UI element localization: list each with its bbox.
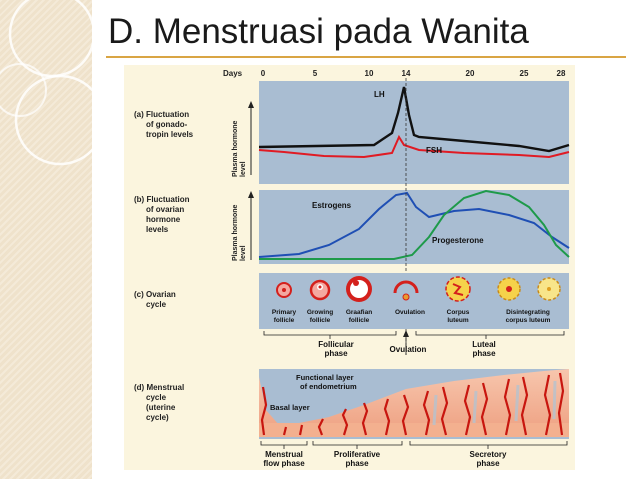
svg-text:phase: phase (324, 349, 348, 358)
primary-follicle-icon (276, 282, 292, 298)
stage-label-ovulation: Ovulation (395, 309, 425, 316)
day-tick-0: 0 (261, 69, 266, 78)
panel-b-y-label: Plasma hormone level (232, 204, 247, 261)
growing-follicle-icon (309, 279, 331, 301)
lh-label: LH (374, 90, 385, 99)
stage-label-corpus-luteum: Corpus (447, 309, 470, 316)
cycle-diagram: Days 0 5 10 14 20 25 28 (a) Fluctuation … (134, 69, 570, 468)
stage-label-primary: Primary (272, 309, 297, 316)
svg-text:cycle): cycle) (146, 413, 169, 422)
svg-text:corpus luteum: corpus luteum (506, 317, 551, 324)
svg-text:of gonado-: of gonado- (146, 120, 188, 129)
panel-b-label: (b) Fluctuation of ovarian hormone level… (134, 195, 190, 234)
day-tick-5: 5 (313, 69, 318, 78)
ovulation-label: Ovulation (390, 345, 427, 354)
panel-b-arrowhead (248, 191, 254, 198)
ovarian-phase-brackets (263, 331, 565, 339)
svg-text:tropin levels: tropin levels (146, 130, 194, 139)
lh-curve (258, 86, 570, 153)
panel-c-label: (c) Ovarian cycle (134, 290, 176, 309)
day-tick-28: 28 (557, 69, 566, 78)
svg-text:flow phase: flow phase (263, 459, 305, 468)
svg-text:of endometrium: of endometrium (300, 382, 357, 391)
stage-label-graafian: Graafian (346, 309, 372, 316)
svg-text:level: level (240, 161, 247, 177)
slide-title: D. Menstruasi pada Wanita (108, 12, 529, 51)
svg-text:Functional layer: Functional layer (296, 373, 354, 382)
svg-text:of ovarian: of ovarian (146, 205, 184, 214)
disintegrating-corpus-luteum-icon-2 (537, 277, 561, 301)
fsh-curve (258, 134, 570, 159)
svg-text:levels: levels (146, 225, 169, 234)
spiral-arteries (260, 372, 565, 436)
svg-text:(b) Fluctuation: (b) Fluctuation (134, 195, 190, 204)
luteal-phase-label: Luteal (472, 340, 496, 349)
progesterone-curve (259, 189, 570, 260)
svg-text:phase: phase (476, 459, 500, 468)
follicular-phase-label: Follicular (318, 340, 354, 349)
functional-layer-annotation: Functional layer of endometrium (296, 373, 357, 391)
svg-text:Plasma hormone: Plasma hormone (232, 204, 239, 261)
svg-text:(a) Fluctuation: (a) Fluctuation (134, 110, 189, 119)
basal-layer-annotation: Basal layer (270, 403, 310, 412)
uterine-glands (432, 380, 557, 426)
progesterone-label: Progesterone (432, 236, 484, 245)
endometrium-layer (259, 369, 569, 437)
corpus-luteum-icon (445, 276, 471, 302)
ovulation-pointer-head (403, 330, 409, 337)
svg-text:phase: phase (472, 349, 496, 358)
svg-text:(d) Menstrual: (d) Menstrual (134, 383, 184, 392)
graafian-follicle-icon (346, 276, 372, 302)
proliferative-phase-label: Proliferative (334, 450, 381, 459)
svg-text:follicle: follicle (274, 317, 295, 324)
stage-label-growing: Growing (307, 309, 333, 316)
svg-text:Plasma hormone: Plasma hormone (232, 120, 239, 177)
stage-label-disintegrating: Disintegrating (506, 309, 550, 316)
day-tick-25: 25 (520, 69, 529, 78)
estrogen-curve (258, 191, 570, 258)
basal-layer-band (259, 423, 569, 437)
secretory-phase-label: Secretory (470, 450, 507, 459)
menstrual-flow-phase-label: Menstrual (265, 450, 303, 459)
svg-text:luteum: luteum (447, 317, 469, 324)
disintegrating-corpus-luteum-icon (497, 277, 521, 301)
estrogens-label: Estrogens (312, 201, 352, 210)
panel-a-arrowhead (248, 101, 254, 108)
day-tick-10: 10 (365, 69, 374, 78)
panel-a-y-label: Plasma hormone level (232, 120, 247, 177)
svg-text:phase: phase (345, 459, 369, 468)
svg-text:(c) Ovarian: (c) Ovarian (134, 290, 176, 299)
svg-text:hormone: hormone (146, 215, 181, 224)
decorative-arcs (0, 0, 92, 166)
decorative-sidebar (0, 0, 92, 479)
days-axis-label: Days (223, 69, 243, 78)
ovulation-icon (393, 280, 419, 301)
svg-text:(uterine: (uterine (146, 403, 176, 412)
svg-text:cycle: cycle (146, 300, 167, 309)
title-underline (106, 56, 626, 58)
menstrual-cycle-figure: Days 0 5 10 14 20 25 28 (a) Fluctuation … (124, 65, 575, 470)
panel-a-label: (a) Fluctuation of gonado- tropin levels (134, 110, 194, 139)
svg-text:level: level (240, 245, 247, 261)
fsh-label: FSH (426, 146, 442, 155)
day-tick-20: 20 (466, 69, 475, 78)
svg-text:cycle: cycle (146, 393, 167, 402)
panel-d-label: (d) Menstrual cycle (uterine cycle) (134, 383, 184, 422)
svg-text:follicle: follicle (349, 317, 370, 324)
uterine-phase-brackets (260, 441, 568, 449)
svg-text:follicle: follicle (310, 317, 331, 324)
day-tick-14: 14 (402, 69, 411, 78)
